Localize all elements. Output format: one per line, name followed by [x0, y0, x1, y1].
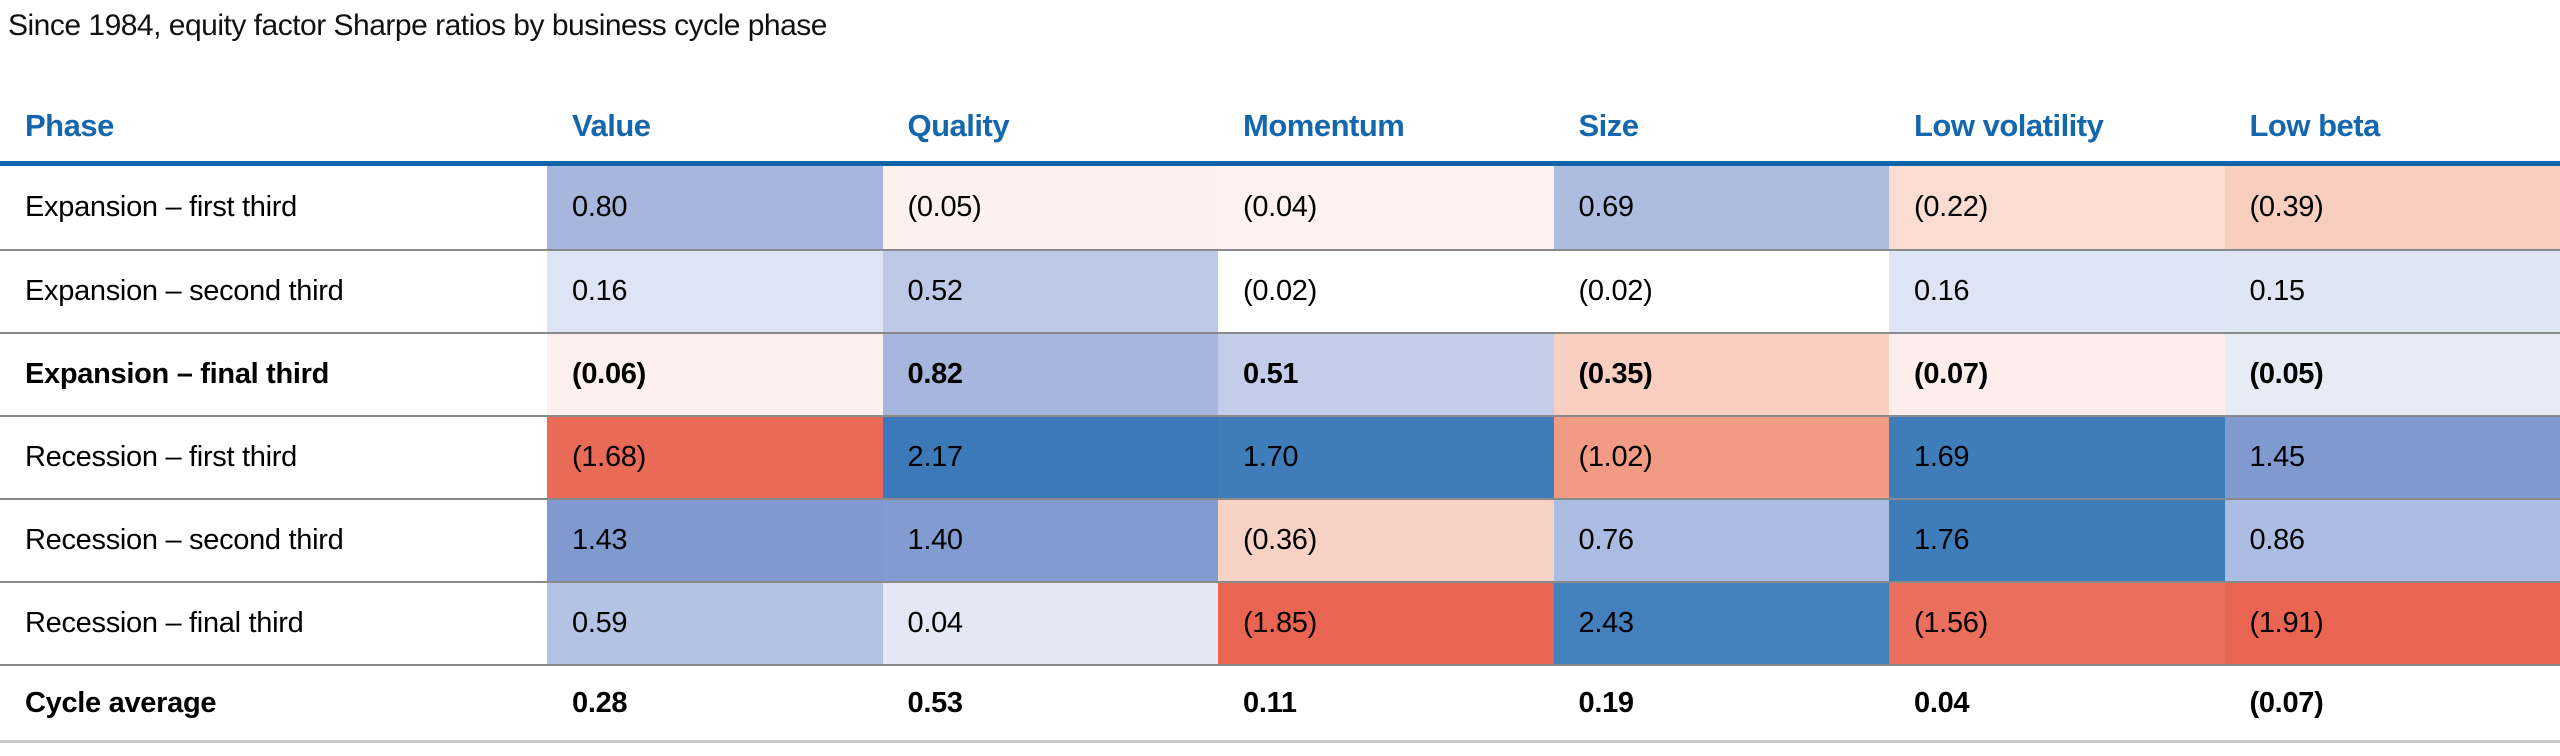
sharpe-cell: 0.04: [882, 583, 1218, 664]
sharpe-cell: 0.04: [1889, 666, 2225, 740]
table-row: Expansion – final third (0.06) 0.82 0.51 (0.…: [0, 332, 2560, 415]
sharpe-cell: 0.51: [1218, 334, 1554, 415]
row-label: Cycle average: [25, 686, 217, 719]
sharpe-cell: 0.82: [882, 334, 1218, 415]
sharpe-cell: (0.39): [2224, 166, 2560, 249]
sharpe-cell: 0.52: [882, 251, 1218, 332]
sharpe-cell: (1.02): [1553, 417, 1889, 498]
sharpe-cell: (0.04): [1218, 166, 1554, 249]
sharpe-cell: 0.80: [547, 166, 883, 249]
sharpe-cell: (1.91): [2224, 583, 2560, 664]
sharpe-cell: (0.06): [547, 334, 883, 415]
column-header-low-volatility: Low volatility: [1914, 107, 2104, 143]
sharpe-cell: 1.69: [1889, 417, 2225, 498]
row-label: Recession – second third: [25, 524, 344, 556]
sharpe-cell: 0.16: [1889, 251, 2225, 332]
row-label: Expansion – first third: [25, 191, 297, 223]
chart-title: Since 1984, equity factor Sharpe ratios …: [8, 9, 828, 42]
column-header-momentum: Momentum: [1243, 107, 1405, 143]
sharpe-cell: 0.28: [547, 666, 883, 740]
sharpe-cell: (0.22): [1889, 166, 2225, 249]
sharpe-cell: 0.16: [547, 251, 883, 332]
column-header-value: Value: [572, 107, 651, 143]
sharpe-cell: (0.02): [1553, 251, 1889, 332]
sharpe-cell: 1.45: [2224, 417, 2560, 498]
sharpe-cell: (1.56): [1889, 583, 2225, 664]
table-body: Expansion – first third 0.80 (0.05) (0.04) 0…: [0, 166, 2560, 740]
sharpe-cell: 1.43: [547, 500, 883, 581]
sharpe-cell: 1.76: [1889, 500, 2225, 581]
sharpe-cell: 0.53: [882, 666, 1218, 740]
sharpe-cell: (0.02): [1218, 251, 1554, 332]
row-label: Recession – final third: [25, 607, 304, 639]
column-header-low-beta: Low beta: [2249, 107, 2381, 143]
sharpe-cell: 0.76: [1553, 500, 1889, 581]
sharpe-cell: 0.15: [2224, 251, 2560, 332]
sharpe-cell: (1.85): [1218, 583, 1554, 664]
table-row: Cycle average 0.28 0.53 0.11 0.19 0.04 (0.07): [0, 664, 2560, 740]
sharpe-cell: (1.68): [547, 417, 883, 498]
sharpe-cell: 1.40: [882, 500, 1218, 581]
sharpe-cell: 1.70: [1218, 417, 1554, 498]
column-header-quality: Quality: [907, 107, 1010, 143]
sharpe-cell: (0.07): [2224, 666, 2560, 740]
sharpe-cell: 2.17: [882, 417, 1218, 498]
table-row: Recession – final third 0.59 0.04 (1.85) 2.4…: [0, 581, 2560, 664]
table-header: Phase Value Quality Momentum Size Low vo…: [0, 90, 2560, 166]
row-label: Recession – first third: [25, 441, 297, 473]
table-row: Recession – first third (1.68) 2.17 1.70 (1.…: [0, 415, 2560, 498]
sharpe-cell: (0.07): [1889, 334, 2225, 415]
sharpe-cell: (0.35): [1553, 334, 1889, 415]
table-row: Expansion – first third 0.80 (0.05) (0.04) 0…: [0, 166, 2560, 249]
sharpe-cell: 0.69: [1553, 166, 1889, 249]
table-row: Recession – second third 1.43 1.40 (0.36) 0.…: [0, 498, 2560, 581]
row-label: Expansion – second third: [25, 275, 344, 307]
sharpe-cell: 0.86: [2224, 500, 2560, 581]
sharpe-cell: (0.36): [1218, 500, 1554, 581]
sharpe-cell: (0.05): [2224, 334, 2560, 415]
sharpe-cell: 0.11: [1218, 666, 1554, 740]
sharpe-cell: 0.59: [547, 583, 883, 664]
sharpe-cell: 0.19: [1553, 666, 1889, 740]
sharpe-cell: (0.05): [882, 166, 1218, 249]
column-header-phase: Phase: [25, 107, 114, 143]
column-header-size: Size: [1578, 107, 1640, 143]
sharpe-cell: 2.43: [1553, 583, 1889, 664]
table-row: Expansion – second third 0.16 0.52 (0.02) (0…: [0, 249, 2560, 332]
row-label: Expansion – final third: [25, 358, 330, 390]
sharpe-table: Phase Value Quality Momentum Size Low vo…: [0, 90, 2560, 743]
